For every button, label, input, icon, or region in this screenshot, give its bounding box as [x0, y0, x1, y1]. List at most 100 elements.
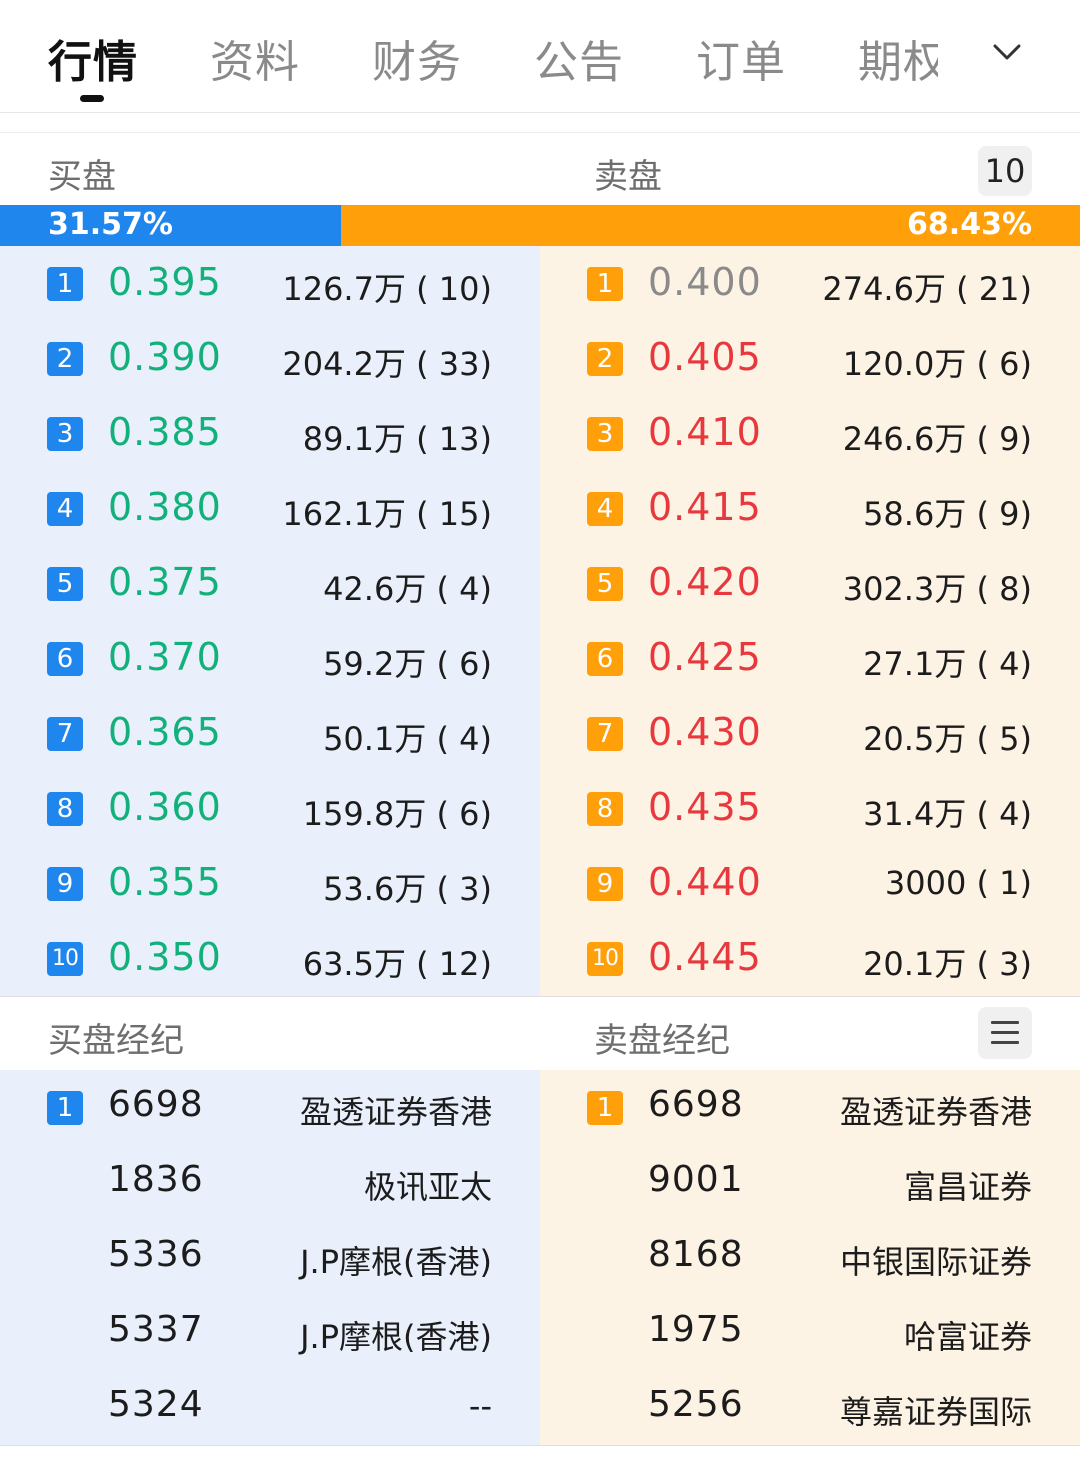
ask-volume: 31.4万 ( 4)	[863, 795, 1032, 833]
tab-financials[interactable]: 财务	[372, 37, 462, 88]
ask-level-row[interactable]: 8 0.435 31.4万 ( 4)	[540, 771, 1080, 846]
tab-profile[interactable]: 资料	[210, 37, 300, 88]
ask-broker-code: 1975	[648, 1309, 744, 1350]
bid-level-row[interactable]: 1 0.395 126.7万 ( 10)	[0, 246, 540, 321]
bid-price: 0.390	[108, 335, 222, 379]
ask-level-row[interactable]: 3 0.410 246.6万 ( 9)	[540, 396, 1080, 471]
ask-level-badge: 3	[587, 417, 623, 451]
bid-broker-row[interactable]: 1 6698 盈透证券香港	[0, 1070, 540, 1145]
ask-broker-name: 盈透证券香港	[839, 1093, 1032, 1131]
ask-broker-row[interactable]: 5256 尊嘉证券国际	[540, 1370, 1080, 1445]
bid-broker-name: --	[468, 1387, 492, 1425]
ask-broker-name: 尊嘉证券国际	[839, 1393, 1032, 1431]
ask-level-row[interactable]: 7 0.430 20.5万 ( 5)	[540, 696, 1080, 771]
bid-ratio-text: 31.57%	[48, 207, 173, 242]
tab-announcements[interactable]: 公告	[534, 37, 624, 88]
bid-level-row[interactable]: 9 0.355 53.6万 ( 3)	[0, 846, 540, 921]
ask-broker-row[interactable]: 9001 富昌证券	[540, 1145, 1080, 1220]
bid-broker-name: J.P摩根(香港)	[300, 1318, 492, 1356]
bid-ratio-fill	[0, 205, 341, 246]
ask-title: 卖盘	[594, 157, 662, 197]
ask-broker-row[interactable]: 1975 哈富证券	[540, 1295, 1080, 1370]
ask-broker-row[interactable]: 1 6698 盈透证券香港	[540, 1070, 1080, 1145]
ask-price: 0.420	[648, 560, 762, 604]
ask-broker-name: 中银国际证券	[839, 1243, 1032, 1281]
bid-level-badge: 9	[47, 867, 83, 901]
ask-level-row[interactable]: 6 0.425 27.1万 ( 4)	[540, 621, 1080, 696]
ask-volume: 246.6万 ( 9)	[842, 420, 1032, 458]
bid-broker-code: 6698	[108, 1084, 204, 1125]
ask-level-badge: 5	[587, 567, 623, 601]
bid-broker-row[interactable]: 1836 极讯亚太	[0, 1145, 540, 1220]
ask-level-row[interactable]: 9 0.440 3000 ( 1)	[540, 846, 1080, 921]
ask-level-badge: 4	[587, 492, 623, 526]
bid-level-badge: 3	[47, 417, 83, 451]
bid-price: 0.370	[108, 635, 222, 679]
ask-volume: 58.6万 ( 9)	[863, 495, 1032, 533]
bid-level-row[interactable]: 4 0.380 162.1万 ( 15)	[0, 471, 540, 546]
ask-level-row[interactable]: 4 0.415 58.6万 ( 9)	[540, 471, 1080, 546]
bid-title: 买盘	[48, 157, 116, 197]
bid-price: 0.355	[108, 860, 222, 904]
bid-broker-name: J.P摩根(香港)	[300, 1243, 492, 1281]
bid-broker-row[interactable]: 5336 J.P摩根(香港)	[0, 1220, 540, 1295]
depth-level-button[interactable]: 10	[978, 146, 1032, 196]
bid-broker-code: 5336	[108, 1234, 204, 1275]
tab-options[interactable]: 期权	[858, 37, 938, 88]
ask-volume: 274.6万 ( 21)	[822, 270, 1032, 308]
bid-level-row[interactable]: 5 0.375 42.6万 ( 4)	[0, 546, 540, 621]
ask-volume: 27.1万 ( 4)	[863, 645, 1032, 683]
bid-level-row[interactable]: 7 0.365 50.1万 ( 4)	[0, 696, 540, 771]
tab-orders[interactable]: 订单	[696, 37, 786, 88]
ask-level-row[interactable]: 1 0.400 274.6万 ( 21)	[540, 246, 1080, 321]
bid-volume: 126.7万 ( 10)	[282, 270, 492, 308]
ask-ratio-text: 68.43%	[907, 207, 1032, 242]
bid-broker-row[interactable]: 5324 --	[0, 1370, 540, 1445]
top-tab-bar: 行情 资料 财务 公告 订单 期权	[0, 0, 1080, 112]
bid-broker-row[interactable]: 5337 J.P摩根(香港)	[0, 1295, 540, 1370]
ask-queue: 1 0.400 274.6万 ( 21) 2 0.405 120.0万 ( 6) 3 0.41…	[540, 246, 1080, 996]
ask-broker-title: 卖盘经纪	[594, 1021, 730, 1061]
chevron-down-icon[interactable]	[990, 38, 1024, 66]
bid-level-row[interactable]: 3 0.385 89.1万 ( 13)	[0, 396, 540, 471]
bid-volume: 53.6万 ( 3)	[323, 870, 492, 908]
bid-price: 0.380	[108, 485, 222, 529]
bid-ask-ratio-bar: 31.57% 68.43%	[0, 205, 1080, 246]
ask-level-row[interactable]: 5 0.420 302.3万 ( 8)	[540, 546, 1080, 621]
ask-level-row[interactable]: 2 0.405 120.0万 ( 6)	[540, 321, 1080, 396]
bid-level-badge: 4	[47, 492, 83, 526]
ask-broker-code: 9001	[648, 1159, 744, 1200]
bid-broker-badge: 1	[47, 1091, 83, 1125]
section-divider	[0, 132, 1080, 133]
ask-level-badge: 7	[587, 717, 623, 751]
ask-price: 0.430	[648, 710, 762, 754]
ask-level-row[interactable]: 10 0.445 20.1万 ( 3)	[540, 921, 1080, 996]
active-tab-indicator	[80, 95, 104, 102]
tab-quote[interactable]: 行情	[48, 37, 138, 88]
bid-level-row[interactable]: 6 0.370 59.2万 ( 6)	[0, 621, 540, 696]
bid-level-row[interactable]: 8 0.360 159.8万 ( 6)	[0, 771, 540, 846]
bid-broker-list: 1 6698 盈透证券香港 1836 极讯亚太 5336 J.P摩根(香港) 5337 J.P摩…	[0, 1070, 540, 1445]
ask-level-badge: 10	[587, 942, 623, 976]
bid-volume: 159.8万 ( 6)	[302, 795, 492, 833]
ask-price: 0.415	[648, 485, 762, 529]
ask-price: 0.405	[648, 335, 762, 379]
bid-level-row[interactable]: 10 0.350 63.5万 ( 12)	[0, 921, 540, 996]
ask-level-badge: 2	[587, 342, 623, 376]
ask-price: 0.435	[648, 785, 762, 829]
ask-volume: 3000 ( 1)	[884, 864, 1032, 902]
bid-volume: 63.5万 ( 12)	[302, 945, 492, 983]
tabs-divider	[0, 112, 1080, 113]
ask-price: 0.440	[648, 860, 762, 904]
ask-broker-code: 6698	[648, 1084, 744, 1125]
menu-icon[interactable]	[978, 1007, 1032, 1059]
ask-volume: 120.0万 ( 6)	[842, 345, 1032, 383]
bid-level-row[interactable]: 2 0.390 204.2万 ( 33)	[0, 321, 540, 396]
ask-broker-badge: 1	[587, 1091, 623, 1125]
ask-volume: 302.3万 ( 8)	[842, 570, 1032, 608]
ask-broker-row[interactable]: 8168 中银国际证券	[540, 1220, 1080, 1295]
bid-level-badge: 5	[47, 567, 83, 601]
bid-broker-name: 盈透证券香港	[299, 1093, 492, 1131]
ask-level-badge: 9	[587, 867, 623, 901]
bid-price: 0.360	[108, 785, 222, 829]
